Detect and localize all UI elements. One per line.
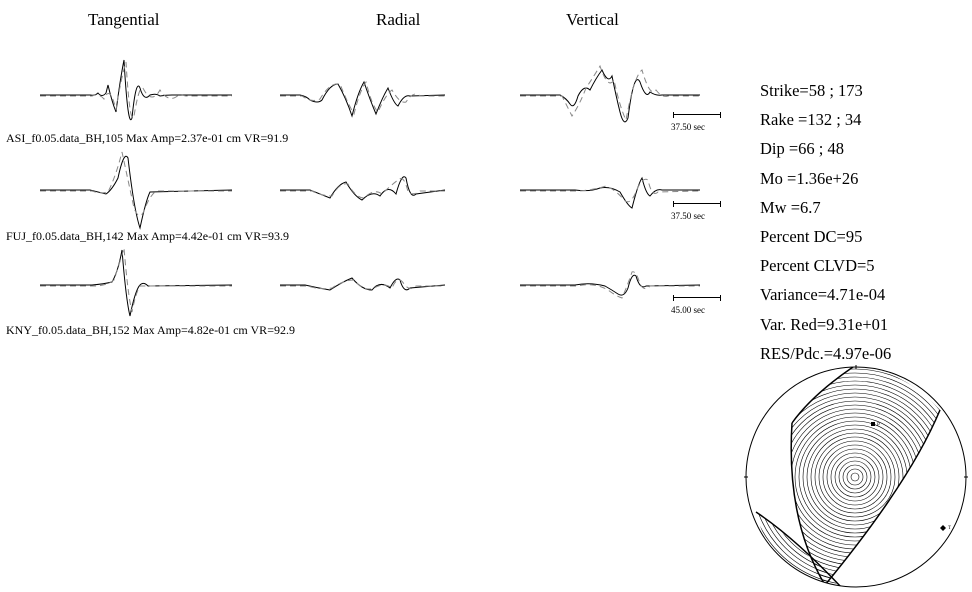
param-rake: Rake =132 ; 34 [760,110,862,130]
header-radial: Radial [376,10,421,29]
param-dip: Dip =66 ; 48 [760,139,845,159]
waveform-asi-vertical [520,64,700,123]
param-var-red: Var. Red=9.31e+01 [760,314,889,334]
header-vertical: Vertical [566,10,619,29]
time-scale-label-1: 37.50 sec [671,122,705,132]
time-scale-label-2: 37.50 sec [671,211,705,221]
waveform-fuj-vertical [520,176,701,209]
compressional-quadrant-lower [756,512,840,586]
t-axis-label: T [948,526,951,531]
beachball-diagram: P T [744,365,968,588]
header-tangential: Tangential [88,10,160,29]
param-mo: Mo =1.36e+26 [760,168,859,188]
waveform-fuj-radial [280,176,446,201]
time-scale-label-3: 45.00 sec [671,305,705,315]
beachball-outline [745,366,967,588]
param-percent-clvd: Percent CLVD=5 [760,256,875,276]
waveform-fuj-tangential [40,151,233,230]
waveform-kny-tangential [40,247,233,317]
param-res-pdc: RES/Pdc.=4.97e-06 [760,343,892,363]
p-axis-marker [871,422,875,426]
station-label-asi: ASI_f0.05.data_BH,105 Max Amp=2.37e-01 c… [6,131,289,145]
compressional-quadrant-upper [791,368,940,585]
param-variance: Variance=4.71e-04 [760,285,886,305]
param-mw: Mw =6.7 [760,197,821,217]
param-strike: Strike=58 ; 173 [760,81,863,100]
source-parameters: Strike=58 ; 173 Rake =132 ; 34 Dip =66 ;… [760,76,891,368]
t-axis-marker [940,525,946,531]
station-label-kny: KNY_f0.05.data_BH,152 Max Amp=4.82e-01 c… [6,323,295,337]
waveform-asi-radial [280,80,446,118]
p-axis-label: P [877,423,880,428]
waveform-asi-tangential [40,59,232,121]
station-label-fuj: FUJ_f0.05.data_BH,142 Max Amp=4.42e-01 c… [6,229,289,243]
waveform-kny-vertical [520,271,701,299]
param-percent-dc: Percent DC=95 [760,227,863,247]
waveform-kny-radial [280,277,446,291]
